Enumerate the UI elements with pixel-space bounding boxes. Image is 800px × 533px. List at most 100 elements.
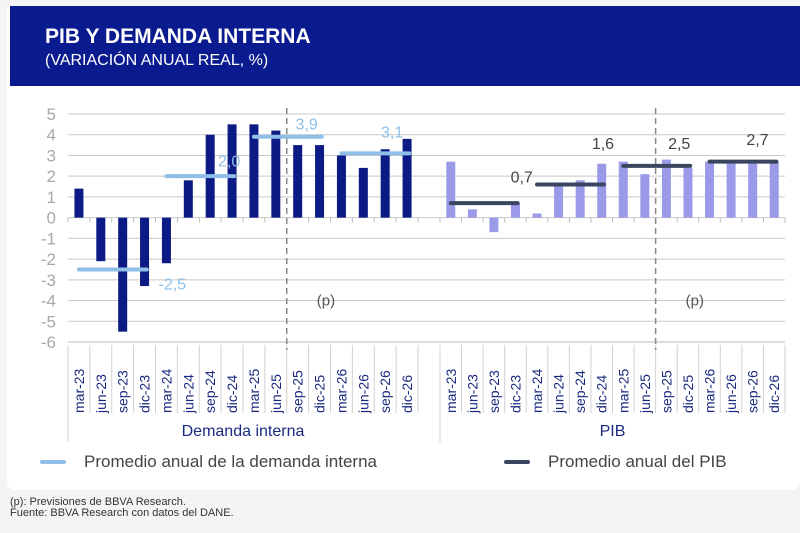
x-tick-label: mar-26: [702, 368, 718, 413]
x-tick-label: sep-26: [377, 370, 393, 413]
forecast-label: (p): [317, 293, 335, 310]
bar-pib-mar-26: [705, 161, 715, 218]
bar-demanda-interna-sep-25: [293, 145, 303, 218]
x-tick-label: mar-26: [333, 368, 349, 413]
legend-swatch-pib: [504, 460, 530, 464]
legend-item-demanda: Promedio anual de la demanda interna: [40, 452, 377, 472]
bar-demanda-interna-jun-24: [183, 180, 193, 218]
x-tick-label: sep-23: [115, 370, 131, 413]
annual-average-label: 2,7: [746, 132, 768, 149]
forecast-label: (p): [686, 293, 704, 310]
bar-demanda-interna-dic-24: [227, 124, 237, 218]
bar-demanda-interna-mar-25: [249, 124, 259, 218]
legend-label-demanda: Promedio anual de la demanda interna: [84, 452, 377, 471]
bar-demanda-interna-jun-23: [96, 217, 106, 262]
chart-title: PIB Y DEMANDA INTERNA: [45, 25, 311, 48]
annual-average-label: -2,5: [159, 276, 187, 293]
y-tick-label: 0: [47, 209, 56, 228]
bar-demanda-interna-jun-26: [358, 167, 368, 218]
x-tick-label: sep-24: [572, 370, 588, 413]
chart-header: [10, 6, 800, 86]
x-tick-label: mar-23: [443, 368, 459, 413]
bar-demanda-interna-mar-24: [161, 217, 171, 264]
bar-demanda-interna-mar-23: [74, 188, 84, 218]
x-tick-label: sep-24: [202, 370, 218, 413]
footer: (p): Previsiones de BBVA Research. Fuent…: [10, 497, 234, 519]
x-tick-label: sep-26: [745, 370, 761, 413]
footer-note: (p): Previsiones de BBVA Research.: [10, 496, 186, 508]
y-tick-label: 5: [47, 105, 56, 124]
y-tick-label: 3: [47, 146, 56, 165]
bar-demanda-interna-mar-26: [336, 155, 346, 218]
x-tick-label: dic-23: [507, 375, 523, 413]
bar-pib-jun-26: [726, 161, 736, 218]
x-tick-label: jun-24: [180, 374, 196, 414]
x-tick-label: mar-23: [71, 368, 87, 413]
bar-demanda-interna-dic-23: [140, 217, 150, 287]
x-tick-label: sep-23: [486, 370, 502, 413]
annual-average-label: 3,1: [381, 125, 403, 142]
x-tick-label: jun-24: [551, 374, 567, 414]
bar-pib-jun-25: [640, 174, 650, 218]
bar-pib-mar-23: [446, 161, 456, 218]
x-tick-label: dic-26: [766, 375, 782, 413]
bar-pib-dic-25: [683, 167, 693, 218]
x-tick-label: dic-25: [680, 375, 696, 413]
annual-average-label: 2,0: [218, 154, 240, 171]
y-tick-label: -1: [41, 229, 56, 248]
x-tick-label: dic-24: [594, 375, 610, 413]
y-tick-label: -4: [41, 292, 56, 311]
y-tick-label: -2: [41, 250, 56, 269]
bar-pib-jun-24: [554, 182, 564, 218]
x-tick-label: mar-24: [529, 368, 545, 413]
x-tick-label: dic-23: [137, 375, 153, 413]
x-tick-label: dic-24: [224, 375, 240, 413]
chart-card: [7, 6, 800, 490]
x-tick-label: sep-25: [658, 370, 674, 413]
bar-pib-sep-26: [748, 161, 758, 218]
footer-source: Fuente: BBVA Research con datos del DANE…: [10, 507, 234, 519]
x-tick-label: jun-26: [723, 374, 739, 414]
bar-pib-mar-25: [618, 161, 628, 218]
legend-label-pib: Promedio anual del PIB: [548, 452, 727, 471]
bar-pib-dic-26: [769, 161, 779, 218]
annual-average-label: 0,7: [511, 169, 533, 186]
legend-item-pib: Promedio anual del PIB: [504, 452, 727, 472]
y-tick-label: -5: [41, 312, 56, 331]
y-tick-label: 2: [47, 167, 56, 186]
bar-pib-mar-24: [532, 213, 542, 218]
annual-average-label: 3,9: [296, 116, 318, 133]
chart-subtitle: (VARIACIÓN ANUAL REAL, %): [45, 52, 269, 69]
legend-swatch-demanda: [40, 460, 66, 464]
x-tick-label: mar-25: [246, 368, 262, 413]
y-tick-label: -6: [41, 333, 56, 352]
x-tick-label: dic-25: [312, 375, 328, 413]
x-tick-label: jun-25: [268, 374, 284, 414]
y-tick-label: 4: [47, 126, 56, 145]
bar-demanda-interna-jun-25: [271, 130, 281, 218]
bar-demanda-interna-dic-25: [315, 145, 325, 218]
annual-average-label: 2,5: [668, 136, 690, 153]
x-tick-label: jun-23: [464, 374, 480, 414]
annual-average-label: 1,6: [592, 136, 614, 153]
bar-pib-sep-24: [575, 180, 585, 218]
bar-pib-dic-24: [597, 163, 607, 218]
bar-pib-jun-23: [467, 209, 477, 218]
group-label: PIB: [600, 423, 626, 440]
y-tick-label: -3: [41, 271, 56, 290]
bar-pib-sep-23: [489, 217, 499, 233]
bar-pib-dic-23: [510, 203, 520, 218]
x-tick-label: sep-25: [290, 370, 306, 413]
bar-demanda-interna-dic-26: [402, 138, 412, 218]
x-tick-label: jun-25: [637, 374, 653, 414]
bar-demanda-interna-sep-23: [118, 217, 128, 332]
x-tick-label: mar-24: [158, 368, 174, 413]
group-label: Demanda interna: [182, 423, 305, 440]
x-tick-label: mar-25: [615, 368, 631, 413]
x-tick-label: jun-26: [355, 374, 371, 414]
bar-pib-sep-25: [661, 159, 671, 218]
y-tick-label: 1: [47, 188, 56, 207]
x-tick-label: jun-23: [93, 374, 109, 414]
x-tick-label: dic-26: [399, 375, 415, 413]
